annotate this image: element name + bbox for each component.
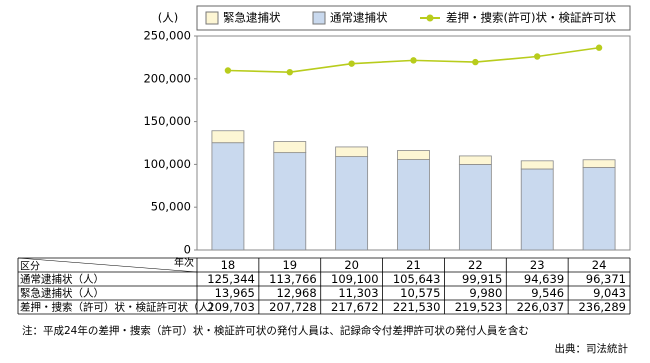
bar <box>397 159 430 251</box>
bar <box>582 159 616 168</box>
x-tick-label: 19 <box>282 258 297 272</box>
table-cell: 99,915 <box>462 272 502 286</box>
legend-frame <box>196 5 631 31</box>
y-axis-label: (人) <box>158 11 178 25</box>
y-tick-label: 150,000 <box>143 114 191 128</box>
table-cell: 9,980 <box>469 286 502 300</box>
line-marker <box>472 58 479 66</box>
bar <box>520 160 554 170</box>
table-cell: 9,546 <box>531 286 564 300</box>
table-cell: 113,766 <box>269 272 317 286</box>
table-cell: 221,530 <box>393 300 441 314</box>
table-cell: 217,672 <box>331 300 379 314</box>
x-tick-label: 18 <box>221 258 236 272</box>
table-cell: 226,037 <box>517 300 565 314</box>
table-cell: 207,728 <box>269 300 317 314</box>
legend-label: 緊急逮捕状 <box>223 11 281 25</box>
row-label: 緊急逮捕状（人） <box>20 287 104 300</box>
row-label: 通常逮捕状（人） <box>20 273 104 286</box>
table-cell: 12,968 <box>276 286 316 300</box>
line-marker <box>410 57 417 64</box>
legend-swatch <box>312 11 326 25</box>
legend-swatch <box>205 11 219 25</box>
y-tick-label: 100,000 <box>143 157 191 171</box>
table-cell: 13,965 <box>215 286 255 300</box>
bar <box>273 152 307 251</box>
x-tick-label: 24 <box>592 258 607 272</box>
table-corner: 区分 <box>20 261 40 273</box>
table-cell: 10,575 <box>400 286 440 300</box>
bar <box>273 141 307 154</box>
table-cell: 219,523 <box>455 300 503 314</box>
line-marker <box>224 67 232 74</box>
legend-label: 差押・捜索(許可)状・検証許可状 <box>446 11 616 25</box>
table-cell: 9,043 <box>593 286 626 300</box>
table-cell: 109,100 <box>331 272 379 286</box>
row-label: 差押・捜索（許可）状・検証許可状（人） <box>20 301 220 314</box>
table-cell: 96,371 <box>586 272 626 286</box>
table-cell: 105,643 <box>393 272 441 286</box>
bar <box>397 150 430 160</box>
table-corner: 年次 <box>174 256 194 269</box>
bar <box>520 168 554 251</box>
x-tick-label: 20 <box>344 258 359 272</box>
legend-label: 通常逮捕状 <box>330 11 388 25</box>
bar <box>458 155 492 165</box>
table-cell: 94,639 <box>524 272 564 286</box>
bar <box>211 142 245 251</box>
line-marker <box>348 60 355 67</box>
line-marker <box>286 68 293 76</box>
note: 注：平成24年の差押・捜索（許可）状・検証許可状の発付人員は、記録命令付差押許可… <box>22 324 529 337</box>
bar <box>335 146 369 158</box>
y-tick-label: 200,000 <box>143 71 191 85</box>
table-diagonal <box>17 257 198 273</box>
line-marker <box>534 53 541 60</box>
line-marker <box>595 44 603 51</box>
bar <box>211 130 245 144</box>
source: 出典：司法統計 <box>555 342 629 355</box>
table-cell: 209,703 <box>207 300 255 314</box>
table-cell: 11,303 <box>338 286 378 300</box>
x-tick-label: 22 <box>468 258 483 272</box>
table-cell: 125,344 <box>207 272 255 286</box>
x-tick-label: 23 <box>530 258 545 272</box>
bar <box>582 167 616 251</box>
bar <box>458 164 492 251</box>
legend-marker <box>426 14 434 22</box>
y-tick-label: 250,000 <box>143 29 191 43</box>
y-tick-label: 50,000 <box>151 200 191 214</box>
y-tick-label: 0 <box>184 243 191 257</box>
table-cell: 236,289 <box>578 300 626 314</box>
x-tick-label: 21 <box>406 258 421 272</box>
bar <box>335 156 369 251</box>
